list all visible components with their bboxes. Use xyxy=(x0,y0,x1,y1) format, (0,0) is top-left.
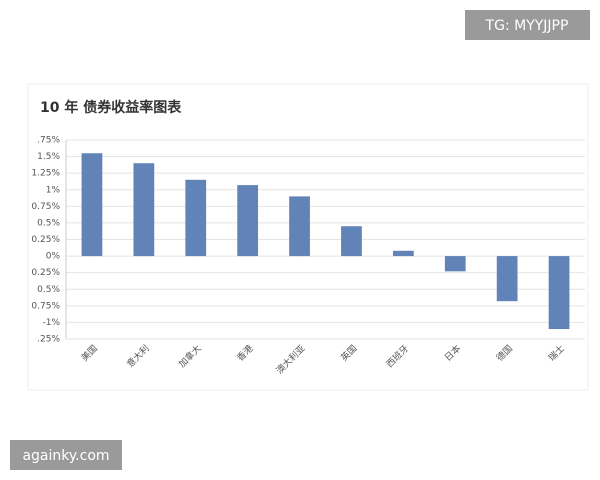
bar xyxy=(444,256,466,272)
y-tick-label: 1.5% xyxy=(37,152,60,162)
y-tick-label: .25% xyxy=(37,335,60,345)
y-tick-label: 0.25% xyxy=(31,268,60,278)
bar xyxy=(81,153,103,257)
y-tick-label: 0.25% xyxy=(31,235,60,245)
watermark-box xyxy=(465,10,590,40)
watermark-box xyxy=(10,440,122,470)
bar xyxy=(289,196,310,257)
y-tick-label: 0.75% xyxy=(31,202,60,212)
chart-title: 10 年 债券收益率图表 xyxy=(40,99,182,116)
y-tick-label: 0.5% xyxy=(37,285,60,295)
watermark: againky.com xyxy=(22,448,109,464)
y-tick-label: 0.75% xyxy=(31,301,60,311)
y-tick-label: 0.5% xyxy=(37,218,60,228)
bar xyxy=(548,256,570,330)
bar xyxy=(496,256,518,302)
y-tick-label: .75% xyxy=(37,136,60,146)
y-tick-label: -1% xyxy=(42,318,60,328)
bar xyxy=(341,226,362,257)
bar xyxy=(133,163,155,257)
bar xyxy=(392,250,414,257)
y-tick-label: 1% xyxy=(46,185,61,195)
bar xyxy=(237,185,259,257)
y-tick-label: 1.25% xyxy=(31,169,60,179)
watermark: TG: MYYJJPP xyxy=(485,18,569,34)
y-tick-label: 0% xyxy=(46,252,61,262)
bar xyxy=(185,179,207,257)
